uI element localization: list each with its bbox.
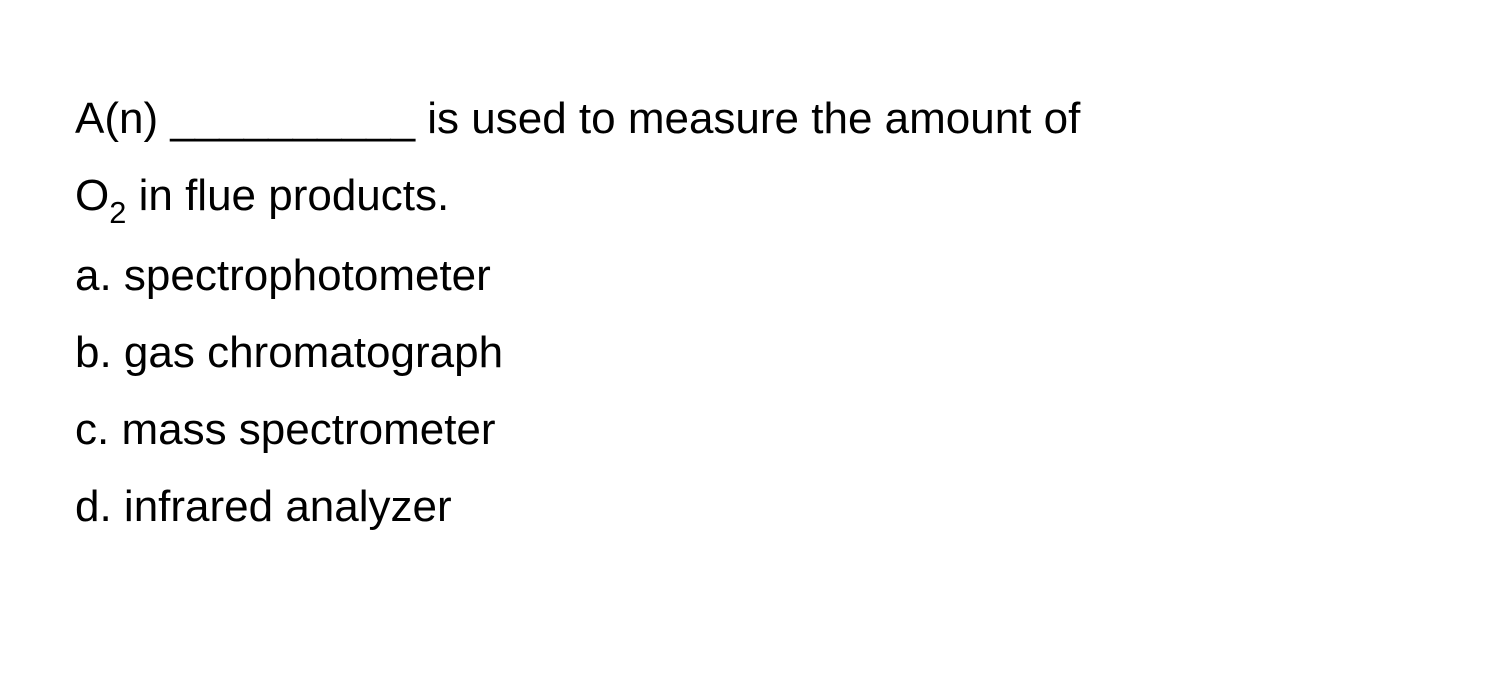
question-stem-line1: A(n) __________ is used to measure the a… xyxy=(75,80,1425,157)
option-b: b. gas chromatograph xyxy=(75,314,1425,391)
question-container: A(n) __________ is used to measure the a… xyxy=(75,80,1425,545)
question-stem-o2-subscript: 2 xyxy=(109,195,126,230)
option-a: a. spectrophotometer xyxy=(75,237,1425,314)
option-d: d. infrared analyzer xyxy=(75,468,1425,545)
question-stem-line2: O2 in flue products. xyxy=(75,157,1425,237)
question-stem-o2-suffix: in flue products. xyxy=(126,171,449,220)
question-stem-o2-prefix: O xyxy=(75,171,109,220)
option-c: c. mass spectrometer xyxy=(75,391,1425,468)
